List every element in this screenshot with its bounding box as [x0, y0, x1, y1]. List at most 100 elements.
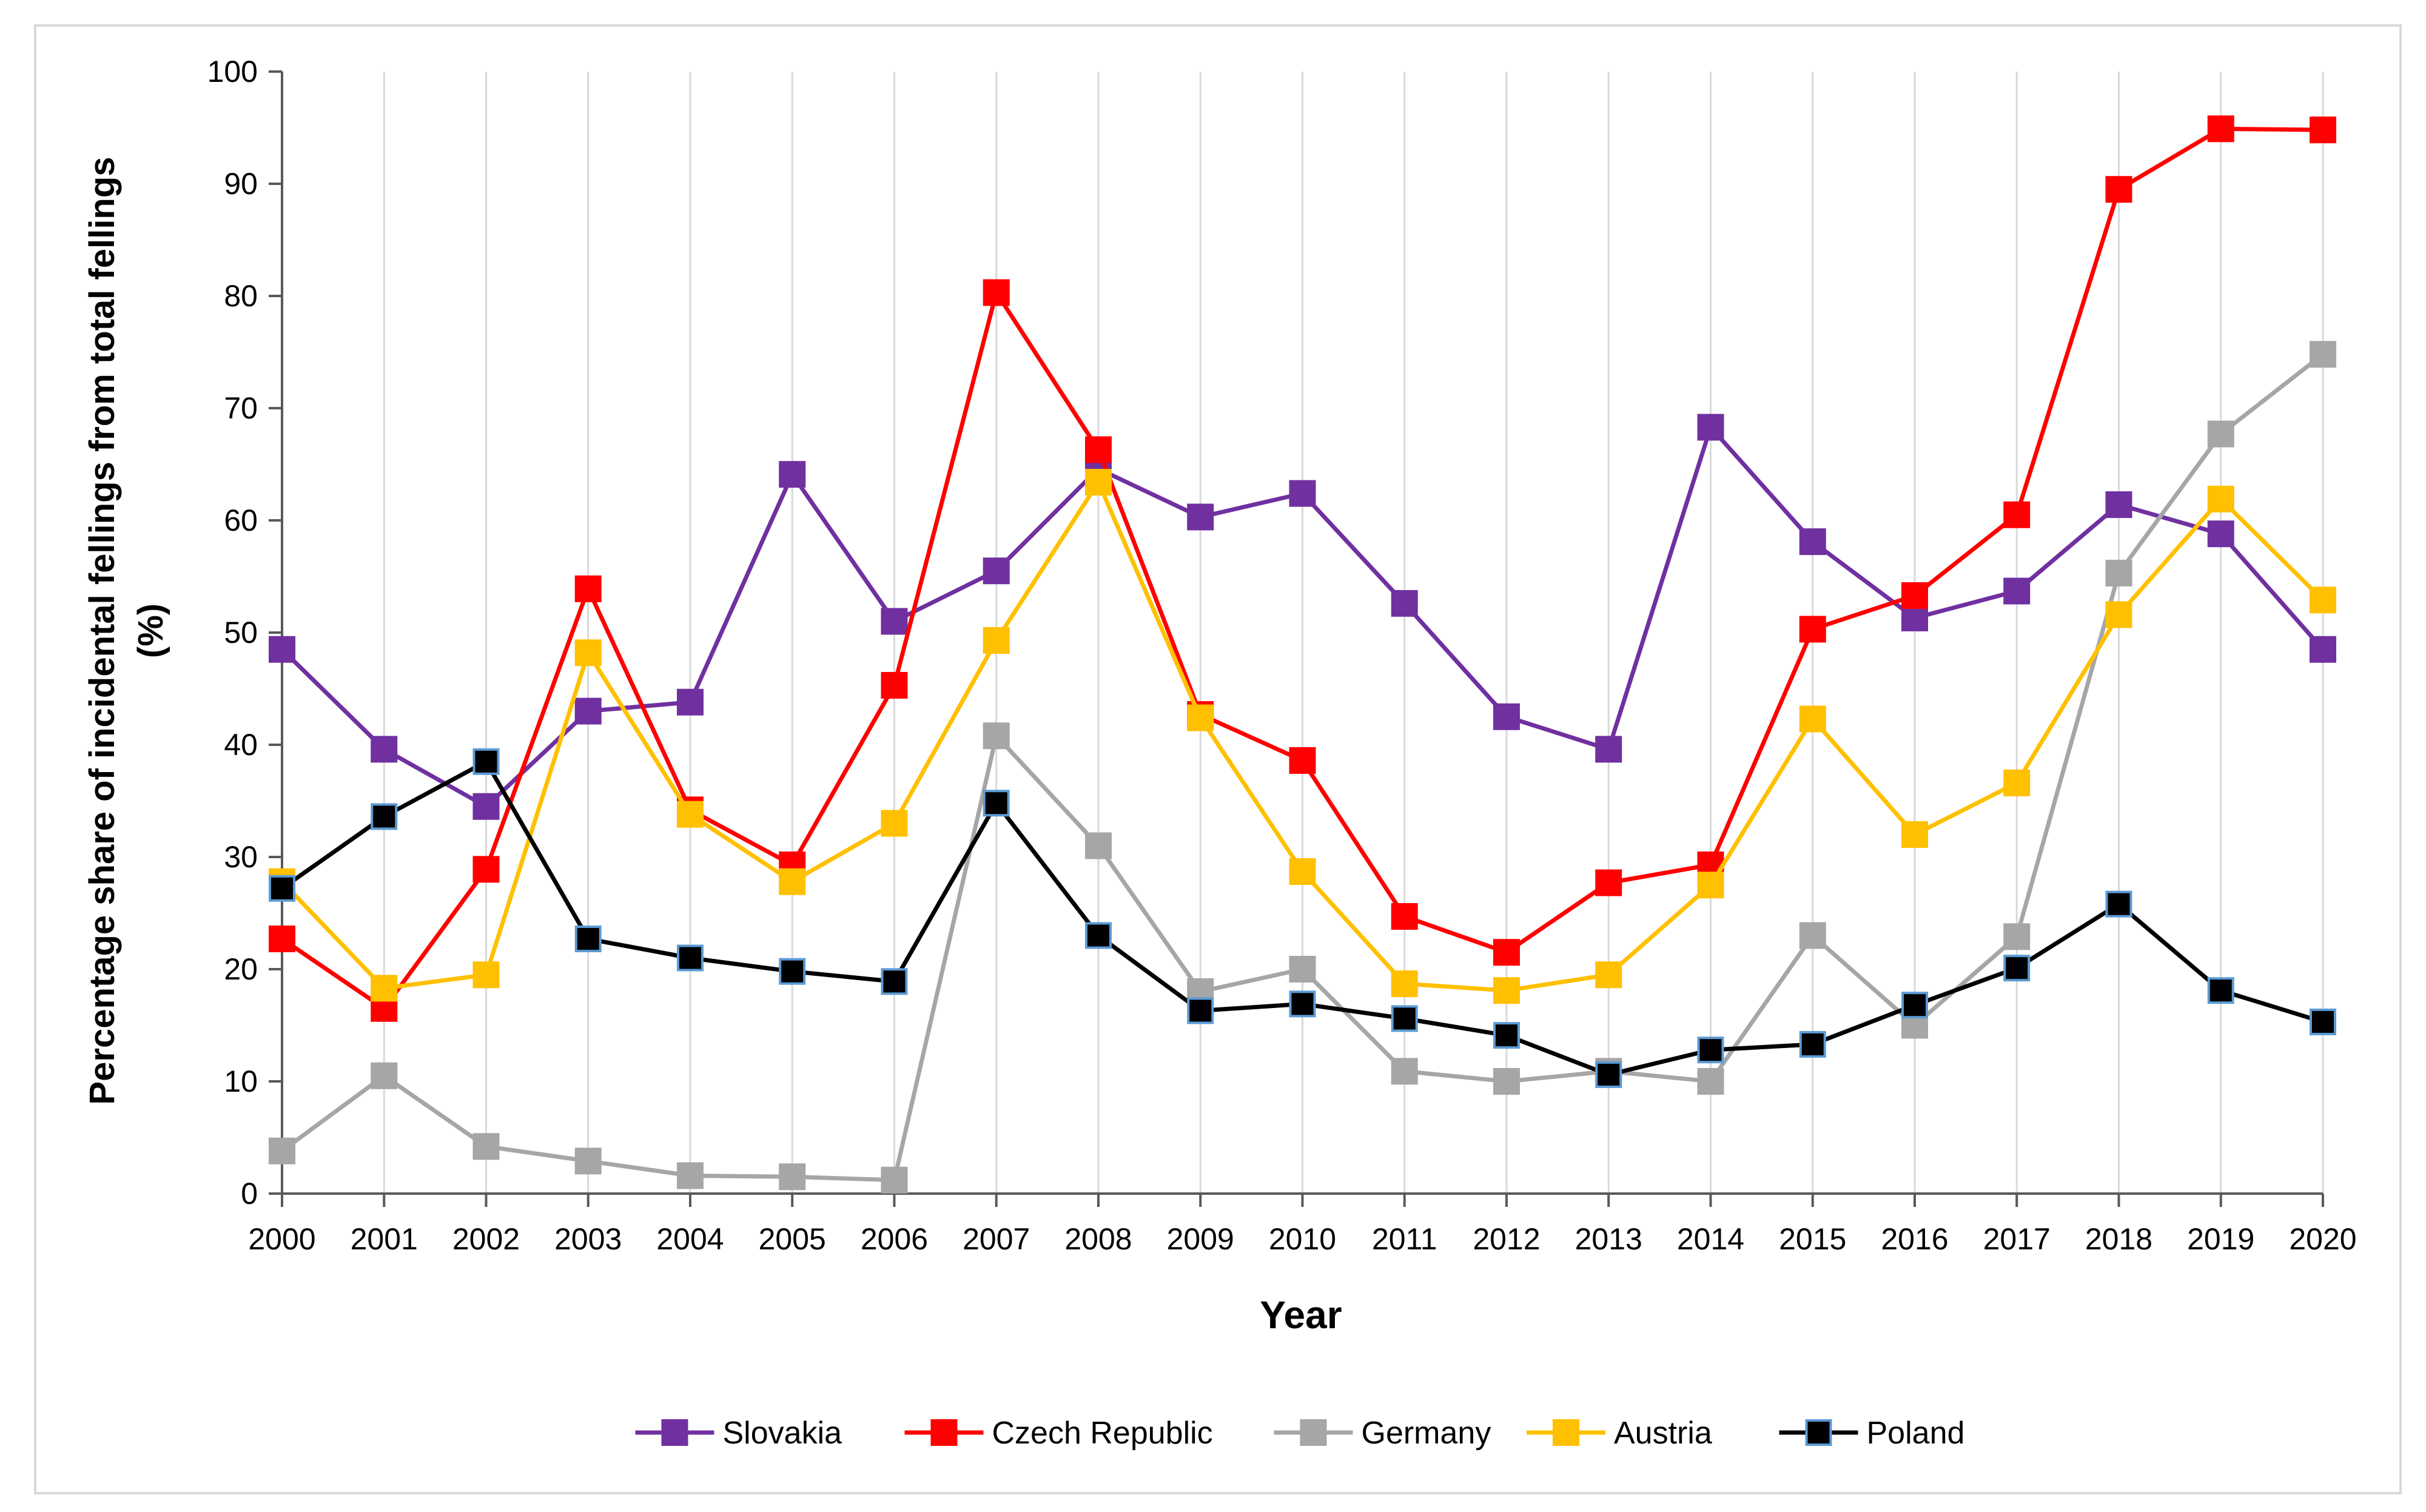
x-tick-label: 2020	[2289, 1222, 2356, 1256]
data-point-czech-republic	[2207, 115, 2234, 143]
data-point-czech-republic	[574, 575, 602, 602]
data-point-czech-republic	[2310, 116, 2336, 144]
y-tick-label: 30	[224, 840, 258, 874]
data-point-poland	[983, 790, 1010, 817]
x-tick-label: 2011	[1372, 1222, 1437, 1256]
y-tick-label: 50	[224, 616, 258, 650]
legend-marker	[930, 1419, 958, 1446]
data-point-germany	[371, 1062, 398, 1089]
data-point-czech-republic	[1493, 939, 1520, 966]
data-point-germany	[1085, 832, 1112, 859]
data-point-poland	[1799, 1030, 1826, 1058]
y-tick-label: 40	[224, 728, 258, 762]
legend-item-poland: Poland	[1779, 1416, 1965, 1451]
y-tick-label: 20	[224, 952, 258, 986]
data-point-czech-republic	[472, 856, 500, 883]
data-point-slovakia	[2207, 520, 2234, 548]
data-point-poland	[1595, 1061, 1622, 1088]
data-point-austria	[1085, 469, 1112, 496]
series-austria	[269, 469, 2336, 1004]
data-point-poland	[2003, 955, 2031, 982]
data-point-austria	[2207, 485, 2234, 512]
x-tick-label: 2019	[2187, 1222, 2254, 1256]
data-point-slovakia	[1799, 528, 1826, 556]
x-tick-label: 2007	[963, 1222, 1030, 1256]
data-point-germany	[1799, 922, 1826, 949]
legend-marker	[661, 1419, 688, 1446]
data-point-czech-republic	[2105, 176, 2132, 203]
data-point-slovakia	[1187, 503, 1214, 531]
data-point-germany	[1493, 1068, 1520, 1095]
data-point-germany	[779, 1163, 806, 1191]
data-point-slovakia	[1493, 703, 1520, 730]
data-point-slovakia	[1595, 736, 1622, 763]
x-tick-label: 2001	[351, 1222, 418, 1256]
data-point-germany	[1697, 1068, 1724, 1095]
x-tick-label: 2013	[1575, 1222, 1642, 1256]
data-point-slovakia	[983, 557, 1010, 585]
grid-layer	[281, 72, 2324, 1194]
data-point-austria	[881, 810, 908, 837]
legend-item-slovakia: Slovakia	[635, 1416, 842, 1451]
data-point-slovakia	[1391, 590, 1418, 617]
data-point-austria	[371, 975, 398, 1002]
data-point-czech-republic	[983, 279, 1010, 306]
data-point-slovakia	[269, 636, 295, 663]
data-point-czech-republic	[2003, 501, 2031, 528]
data-point-poland	[779, 958, 806, 985]
data-point-slovakia	[677, 688, 704, 716]
data-point-poland	[2207, 977, 2234, 1004]
data-point-poland	[677, 944, 704, 972]
data-point-germany	[2105, 559, 2132, 586]
data-point-slovakia	[779, 461, 806, 488]
y-tick-label: 10	[224, 1064, 258, 1098]
data-point-czech-republic	[1085, 436, 1112, 463]
legend-label: Germany	[1362, 1416, 1491, 1451]
data-point-austria	[1799, 705, 1826, 733]
data-point-austria	[2003, 769, 2031, 796]
data-point-germany	[2310, 341, 2336, 368]
data-point-czech-republic	[1391, 903, 1418, 930]
data-point-slovakia	[2105, 491, 2132, 519]
data-point-poland	[1697, 1037, 1724, 1064]
data-point-slovakia	[574, 697, 602, 725]
y-axis-title-line1: Percentage share of incidental fellings …	[82, 156, 122, 1104]
data-point-poland	[1391, 1005, 1418, 1032]
x-tick-label: 2004	[656, 1222, 724, 1256]
series-poland	[269, 748, 2336, 1088]
y-axis-title-line2: (%)	[131, 603, 170, 658]
data-point-germany	[1289, 956, 1316, 983]
x-tick-label: 2005	[759, 1222, 826, 1256]
data-point-poland	[574, 926, 602, 953]
data-point-austria	[1901, 821, 1928, 848]
x-tick-label: 2014	[1677, 1222, 1744, 1256]
x-axis-title: Year	[1260, 1293, 1342, 1337]
data-point-germany	[2207, 420, 2234, 448]
data-point-slovakia	[1901, 604, 1928, 631]
x-tick-label: 2018	[2085, 1222, 2152, 1256]
legend-item-germany: Germany	[1274, 1416, 1491, 1451]
data-point-poland	[269, 875, 295, 902]
data-point-czech-republic	[1289, 747, 1316, 774]
chart-border	[34, 24, 2402, 1494]
data-point-poland	[371, 803, 398, 830]
x-tick-label: 2008	[1064, 1222, 1132, 1256]
x-tick-label: 2010	[1269, 1222, 1336, 1256]
data-point-poland	[1085, 922, 1112, 949]
x-tick-label: 2017	[1983, 1222, 2051, 1256]
data-point-austria	[983, 627, 1010, 654]
y-tick-label: 0	[241, 1177, 258, 1211]
data-point-germany	[1391, 1058, 1418, 1085]
data-point-slovakia	[1697, 414, 1724, 441]
data-point-austria	[1697, 872, 1724, 899]
x-tick-label: 2003	[554, 1222, 622, 1256]
legend-label: Poland	[1867, 1416, 1965, 1451]
data-point-germany	[677, 1162, 704, 1189]
data-point-slovakia	[881, 608, 908, 635]
series-slovakia	[269, 414, 2336, 820]
data-point-austria	[1391, 970, 1418, 998]
data-point-austria	[779, 868, 806, 895]
legend: Slovakia Czech Republic Germany Austria Pola…	[635, 1416, 1965, 1451]
